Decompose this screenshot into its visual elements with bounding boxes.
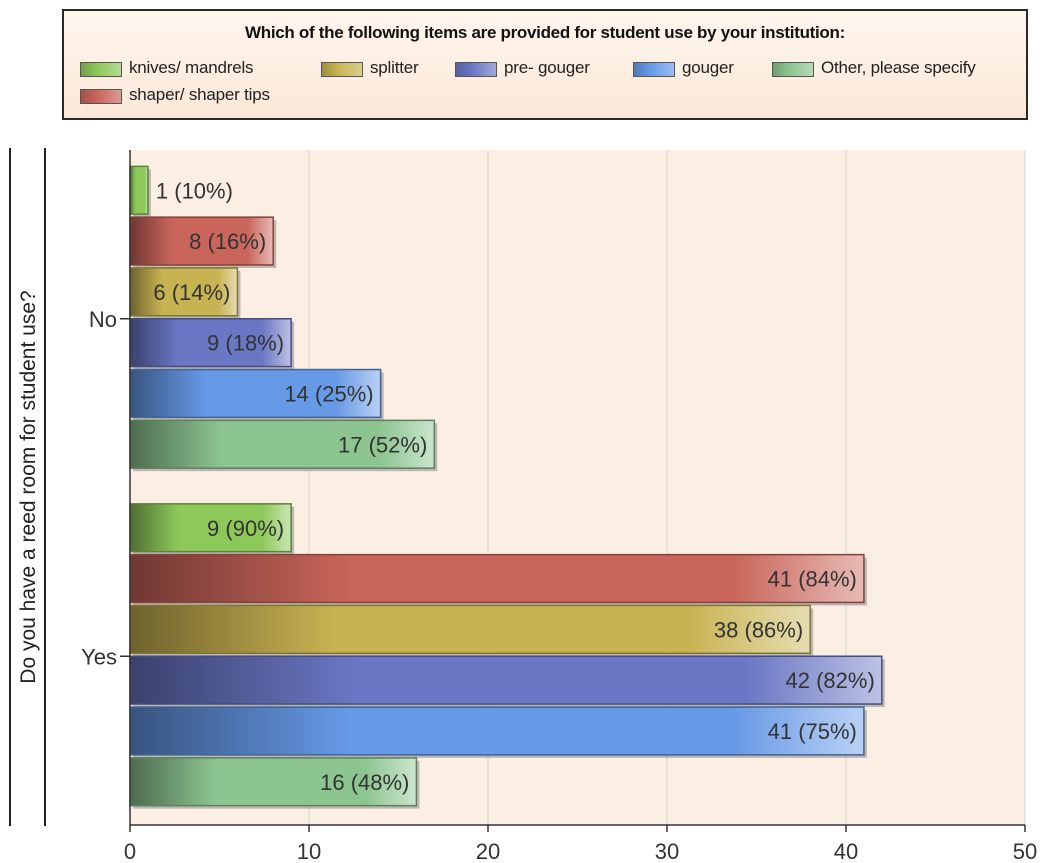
data-label: 9 (90%) — [207, 516, 284, 541]
y-axis-title-right-rule — [44, 148, 46, 826]
legend-swatch — [80, 89, 122, 104]
legend: Which of the following items are provide… — [62, 9, 1028, 120]
bar-yes-pre-gouger — [129, 655, 883, 705]
x-tick-label: 50 — [1013, 839, 1037, 863]
axes: 0 10 20 30 40 50 No Yes — [81, 150, 1037, 863]
legend-swatch — [321, 62, 363, 77]
bar-yes-other-please-specify — [129, 757, 418, 807]
bar-yes-splitter — [129, 604, 811, 655]
x-tick-label: 30 — [655, 839, 679, 863]
legend-label: knives/ mandrels — [129, 58, 254, 77]
data-label: 6 (14%) — [153, 280, 230, 305]
data-label: 1 (10%) — [156, 178, 233, 203]
x-tick-label: 10 — [297, 839, 321, 863]
x-tick-label: 40 — [834, 839, 858, 863]
legend-label: shaper/ shaper tips — [129, 85, 270, 104]
data-label: 38 (86%) — [714, 617, 803, 642]
bar-yes-knives-mandrels — [129, 503, 292, 553]
legend-label: gouger — [682, 58, 734, 77]
chart-title: Which of the following items are provide… — [245, 23, 845, 42]
y-axis-title-left-rule — [9, 148, 11, 826]
data-label: 8 (16%) — [189, 229, 266, 254]
data-label: 14 (25%) — [284, 381, 373, 406]
legend-label: splitter — [370, 58, 419, 77]
y-category-label: No — [89, 307, 117, 332]
data-label: 42 (82%) — [786, 668, 875, 693]
bar-no-shaper-shaper-tips — [129, 216, 274, 266]
legend-swatch — [80, 62, 122, 77]
legend-swatch — [772, 62, 814, 77]
data-label: 41 (75%) — [768, 719, 857, 744]
y-axis-title-group: Do you have a reed room for student use? — [17, 290, 40, 683]
data-label: 16 (48%) — [320, 770, 409, 795]
legend-label: pre- gouger — [504, 58, 590, 77]
legend-label: Other, please specify — [821, 58, 976, 77]
bar-no-knives-mandrels — [129, 165, 149, 215]
bar-yes-gouger — [129, 706, 865, 756]
x-tick-label: 0 — [124, 839, 136, 863]
legend-swatch — [455, 62, 497, 77]
y-category-label: Yes — [81, 644, 117, 669]
data-label: 9 (18%) — [207, 331, 284, 356]
y-axis-title: Do you have a reed room for student use? — [17, 290, 40, 683]
data-label: 17 (52%) — [338, 432, 427, 457]
bar-no-other-please-specify — [129, 419, 436, 469]
data-label: 41 (84%) — [768, 567, 857, 592]
bar-yes-shaper-shaper-tips — [129, 553, 865, 604]
bar-group — [129, 165, 885, 809]
x-tick-label: 20 — [476, 839, 500, 863]
data-label-group: 1 (10%) 8 (16%) 6 (14%) 9 (18%)14 (25%) 17 (… — [153, 178, 874, 795]
legend-swatch — [633, 62, 675, 77]
